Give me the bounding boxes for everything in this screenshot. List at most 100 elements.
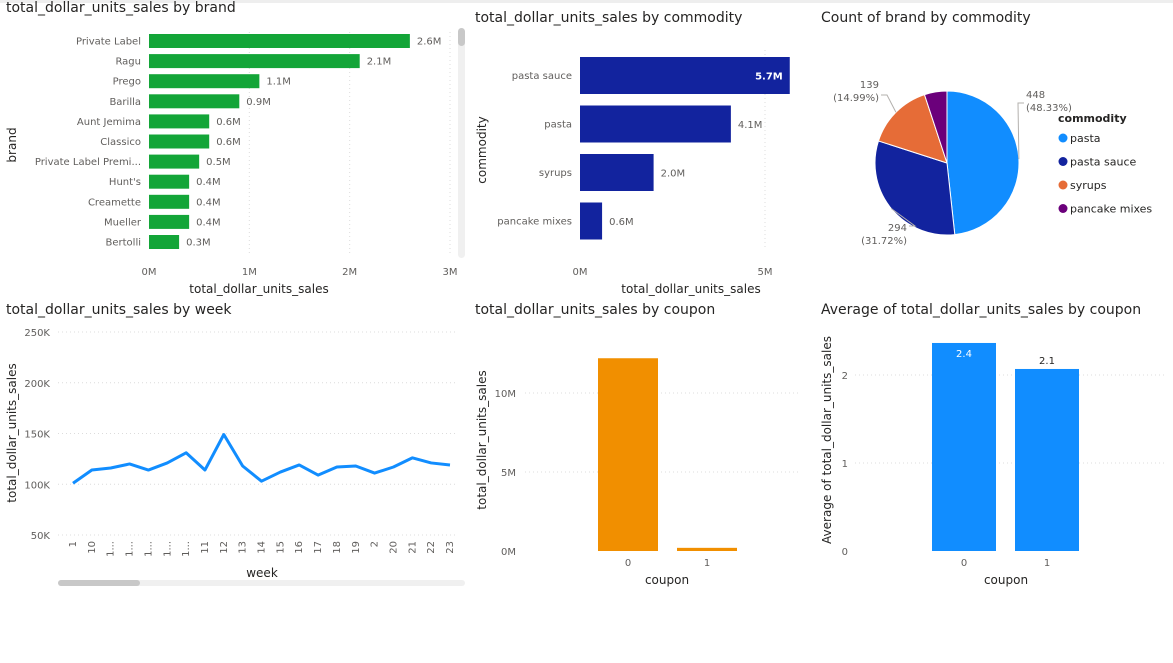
- y-tick-label: 50K: [31, 531, 51, 542]
- y-tick-label: 0: [842, 547, 848, 558]
- x-tick-label: 0: [961, 558, 967, 569]
- brand-sales-chart[interactable]: total_dollar_units_sales by brand 0M 1M 2M…: [0, 0, 470, 300]
- bar[interactable]: [149, 194, 190, 209]
- data-label: 0.6M: [216, 137, 241, 148]
- y-tick-label: 2: [842, 371, 848, 382]
- x-tick-label: 12: [219, 541, 230, 554]
- data-label: 0.6M: [216, 117, 241, 128]
- bar[interactable]: [580, 105, 731, 143]
- bar[interactable]: [149, 154, 200, 169]
- x-tick-label: 14: [257, 541, 268, 554]
- category-label: Barilla: [109, 97, 141, 108]
- bar[interactable]: [677, 547, 737, 551]
- data-label: 0.4M: [196, 217, 221, 228]
- bar[interactable]: [149, 114, 210, 129]
- category-label: Mueller: [104, 217, 142, 228]
- week-sales-chart[interactable]: total_dollar_units_sales by week 50K 100K…: [0, 300, 470, 600]
- legend-marker: [1058, 204, 1068, 213]
- category-label: Hunt's: [109, 177, 141, 188]
- scrollbar-thumb[interactable]: [58, 580, 140, 586]
- x-tick-label: 22: [426, 541, 437, 554]
- bar[interactable]: [149, 174, 190, 189]
- bar[interactable]: [580, 154, 654, 191]
- data-label: 5.7M: [755, 72, 783, 83]
- x-tick-label: 0: [625, 558, 631, 569]
- x-tick-label: 0M: [573, 267, 588, 278]
- bar[interactable]: [598, 358, 658, 551]
- x-tick-label: 1M: [242, 267, 257, 278]
- x-tick-label: 2: [370, 541, 381, 547]
- leader-line: [881, 94, 897, 113]
- y-axis-title: total_dollar_units_sales: [475, 370, 489, 509]
- bar[interactable]: [149, 34, 410, 48]
- x-tick-label: 1...: [162, 541, 173, 557]
- commodity-bar-svg: 0M 5M pasta sauce 5.7M pasta 4.1M syrups 2.0M pa…: [475, 50, 790, 296]
- bar[interactable]: [149, 214, 190, 229]
- y-axis-title: Average of total_dollar_units_sales: [820, 336, 834, 544]
- x-tick-label: 18: [332, 541, 343, 554]
- legend-label[interactable]: pasta sauce: [1070, 156, 1136, 169]
- x-tick-label: 11: [200, 541, 211, 554]
- data-label: 2.1: [1039, 356, 1055, 367]
- chart-title: total_dollar_units_sales by week: [6, 302, 232, 318]
- legend-marker: [1058, 180, 1068, 190]
- slice-percent-label: (14.99%): [833, 93, 879, 104]
- category-label: pancake mixes: [497, 217, 572, 228]
- bar[interactable]: [149, 54, 360, 69]
- brand-count-pie-chart[interactable]: Count of brand by commodity 448 (48.33%) 2…: [815, 0, 1173, 300]
- y-tick-label: 150K: [24, 430, 50, 441]
- category-label: Aunt Jemima: [77, 117, 141, 128]
- x-tick-label: 1: [1044, 558, 1050, 569]
- x-tick-label: 1...: [143, 541, 154, 557]
- bar[interactable]: [932, 342, 996, 551]
- x-tick-label: 1: [704, 558, 710, 569]
- bar[interactable]: [149, 74, 260, 89]
- x-tick-label: 1...: [106, 541, 117, 557]
- pie-slice[interactable]: [923, 90, 948, 164]
- x-tick-label: 20: [388, 541, 399, 554]
- slice-percent-label: (48.33%): [1026, 103, 1072, 114]
- category-label: syrups: [539, 168, 572, 179]
- vertical-scrollbar[interactable]: [458, 28, 465, 258]
- y-tick-label: 100K: [24, 480, 50, 491]
- avg-coupon-sales-chart[interactable]: Average of total_dollar_units_sales by c…: [815, 300, 1173, 600]
- bar[interactable]: [149, 94, 240, 109]
- chart-title: total_dollar_units_sales by commodity: [475, 10, 743, 26]
- data-label: 0.4M: [196, 197, 221, 208]
- avg-coupon-bar-svg: 0 1 2 2.4 0 2.1 1 coupon Average of total_dollar…: [820, 336, 1165, 587]
- x-tick-label: 1...: [181, 541, 192, 557]
- top-border: [0, 0, 1173, 3]
- x-tick-label: 15: [275, 541, 286, 554]
- legend-label[interactable]: syrups: [1070, 179, 1107, 192]
- x-tick-label: 10: [87, 541, 98, 554]
- data-label: 0.6M: [609, 217, 634, 228]
- series-line[interactable]: [72, 433, 451, 485]
- legend-label[interactable]: pasta: [1070, 132, 1101, 145]
- bar[interactable]: [149, 134, 210, 149]
- scrollbar-thumb[interactable]: [458, 28, 465, 46]
- bar[interactable]: [1015, 368, 1079, 551]
- commodity-sales-chart[interactable]: total_dollar_units_sales by commodity 0M…: [470, 0, 810, 300]
- leader-line: [890, 208, 917, 227]
- pie-svg: 448 (48.33%) 294 (31.72%) 139 (14.99%) commodi…: [833, 80, 1152, 247]
- x-tick-label: 1...: [125, 541, 136, 557]
- y-axis-title: total_dollar_units_sales: [5, 363, 19, 502]
- pie-slice[interactable]: [946, 90, 1020, 236]
- data-label: 2.4: [956, 349, 972, 360]
- leader-line: [1017, 102, 1024, 160]
- legend-label[interactable]: pancake mixes: [1070, 203, 1152, 216]
- bar[interactable]: [580, 202, 603, 240]
- x-axis-title: total_dollar_units_sales: [621, 282, 760, 296]
- category-label: Private Label: [76, 37, 141, 48]
- bar[interactable]: [149, 235, 180, 249]
- coupon-sales-chart[interactable]: total_dollar_units_sales by coupon 0M 5M 1…: [470, 300, 810, 600]
- y-axis-title: brand: [5, 127, 19, 162]
- bar[interactable]: [580, 57, 790, 94]
- data-label: 2.0M: [661, 169, 686, 180]
- data-label: 0.9M: [246, 97, 271, 108]
- x-tick-label: 5M: [758, 267, 773, 278]
- chart-title: total_dollar_units_sales by brand: [6, 0, 236, 16]
- horizontal-scrollbar[interactable]: [58, 580, 465, 586]
- x-tick-label: 1: [68, 541, 79, 547]
- x-axis-title: coupon: [645, 573, 689, 587]
